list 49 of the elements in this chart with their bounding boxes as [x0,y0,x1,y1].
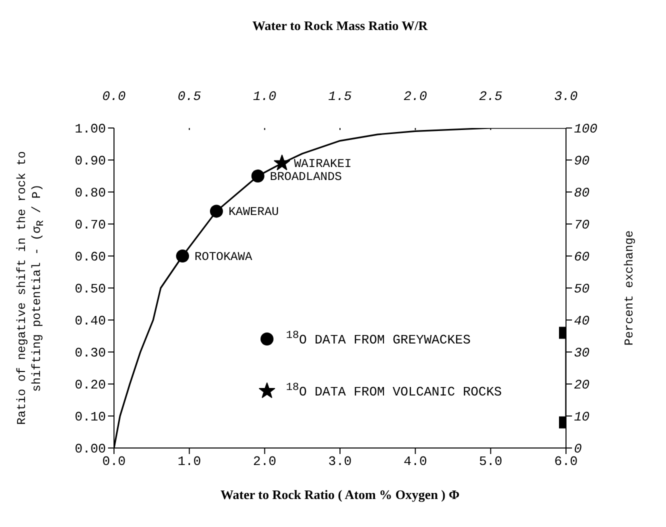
y-tick-label: 0.60 [74,250,106,265]
y-tick-label: 0.10 [74,410,106,425]
x-tick-label: 5.0 [478,454,502,470]
x-tick-label: 3.0 [328,454,352,470]
y-tick-label: 0.30 [74,346,106,361]
y2-tick-label: 30 [574,346,590,361]
annotation: BROADLANDS [270,170,342,184]
x2-tick-label: 0.5 [178,89,202,104]
y-tick-label: 0.40 [74,314,106,329]
legend-label: $^{18}$O DATA FROM GREYWACKES [286,330,471,348]
y2-tick-label: 40 [574,314,590,329]
y-tick-label: 0.00 [74,442,106,457]
y2-tick-label: 20 [574,378,590,393]
x2-tick-label: 2.5 [478,89,503,104]
x2-tick-label: 2.0 [404,89,428,104]
y-tick-label: 0.50 [74,282,106,297]
annotation: KAWERAU [228,205,279,220]
x2-tick-label: 3.0 [554,89,578,104]
y2-tick-label: 100 [574,122,598,137]
y-tick-label: 0.80 [74,186,106,201]
point [274,154,290,170]
x-axis-title: Water to Rock Ratio ( Atom % Oxygen ) Φ [220,487,460,502]
x2-axis-title: Water to Rock Mass Ratio W/R [252,18,428,33]
y2-tick-label: 90 [574,154,590,169]
x-tick-label: 2.0 [252,454,276,470]
y2-tick-label: 70 [574,218,590,233]
point [210,204,223,218]
y2-tick-label: 50 [574,282,590,297]
y2-tick-label: 0 [574,442,582,457]
x2-tick-label: 1.5 [328,89,352,104]
annotation: ROTOKAWA [194,250,253,264]
y-tick-label: 0.90 [74,154,106,169]
y-tick-label: 0.70 [74,218,106,233]
y-tick-label: 1.00 [74,122,106,137]
y2-axis-title: Percent exchange [622,230,636,346]
x-tick-label: 4.0 [404,454,428,470]
legend-label: $^{18}$O DATA FROM VOLCANIC ROCKS [286,382,502,400]
x2-tick-label: 1.0 [252,89,277,104]
y2-tick-label: 10 [574,410,590,425]
y-tick-label: 0.20 [74,378,106,393]
annotation: WAIRAKEI [294,157,352,172]
y2-tick-label: 60 [574,250,590,265]
x-tick-label: 0.0 [102,454,126,470]
point [251,170,264,182]
x2-tick-label: 0.0 [102,89,126,104]
point [176,250,190,262]
x-tick-label: 6.0 [554,454,578,470]
x-tick-label: 1.0 [178,454,202,470]
y2-tick-label: 80 [574,186,590,201]
